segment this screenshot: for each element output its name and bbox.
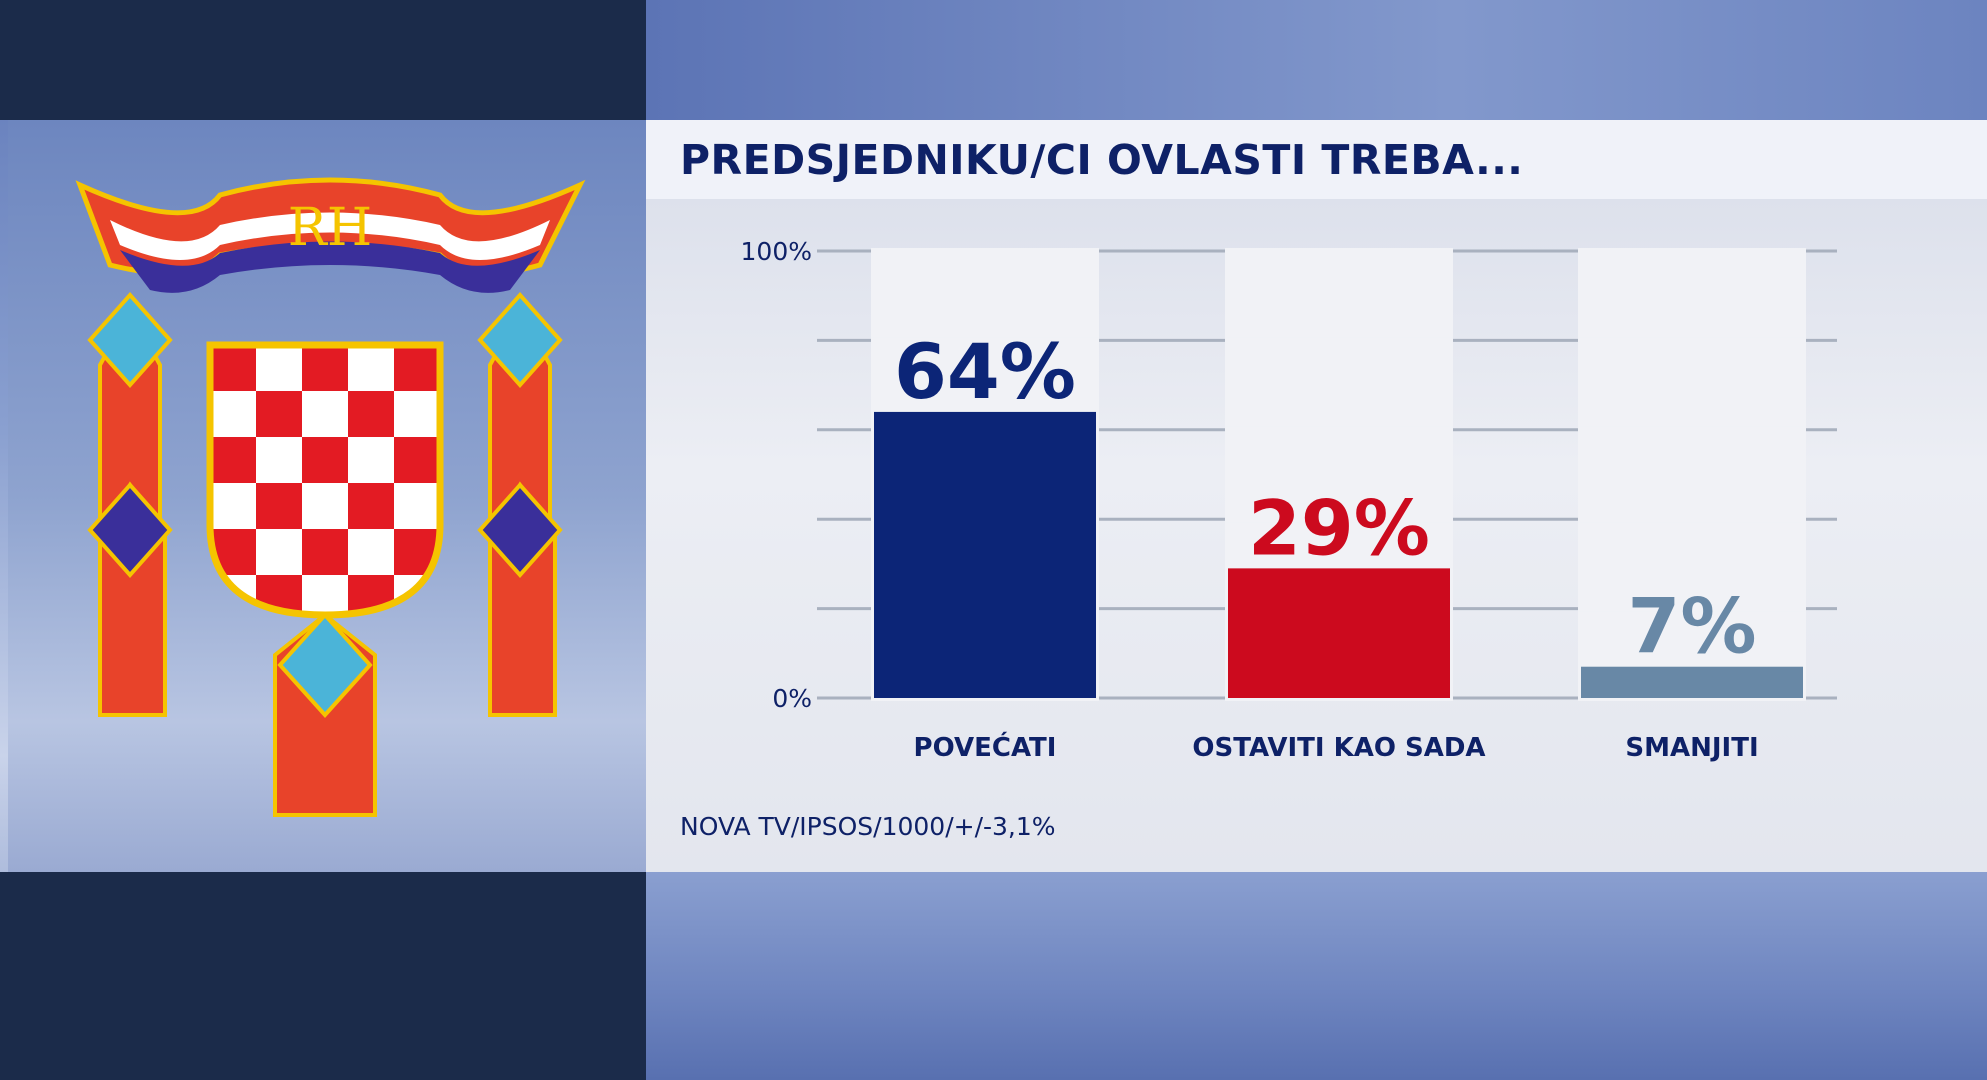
bar-1 xyxy=(874,411,1096,698)
gridline-gap xyxy=(1225,426,1453,433)
gridline-gap xyxy=(1578,516,1806,523)
data-label: 29% xyxy=(1248,483,1430,572)
crest-rh-text: RH xyxy=(288,198,373,258)
coat-of-arms-logo: RH xyxy=(75,177,586,817)
category-label: SMANJITI xyxy=(1625,733,1758,763)
gridline-gap xyxy=(1225,248,1453,254)
y-tick-label: 100% xyxy=(741,237,812,266)
left-top-band xyxy=(0,0,646,120)
gridline-gap xyxy=(1225,337,1453,344)
left-bottom-band xyxy=(0,872,646,1080)
gridline-gap xyxy=(1225,516,1453,523)
gridline-gap xyxy=(871,248,1099,254)
title-band xyxy=(646,120,1987,199)
source-note: NOVA TV/IPSOS/1000/+/-3,1% xyxy=(680,812,1056,841)
bar-2 xyxy=(1228,568,1450,698)
gridline-gap xyxy=(1578,337,1806,344)
category-label: OSTAVITI KAO SADA xyxy=(1192,733,1485,763)
category-label: POVEĆATI xyxy=(914,731,1057,763)
gridline-gap xyxy=(1578,426,1806,433)
data-label: 7% xyxy=(1627,582,1756,671)
checkerboard-shield xyxy=(206,341,444,619)
y-tick-label: 0% xyxy=(772,684,812,713)
background-bottom xyxy=(646,872,1987,1080)
chart-title: PREDSJEDNIKU/CI OVLASTI TREBA... xyxy=(680,136,1524,184)
bar-track xyxy=(1578,251,1806,698)
bar-3 xyxy=(1581,666,1803,698)
background-top xyxy=(646,0,1987,120)
gridline-gap xyxy=(1578,605,1806,612)
data-label: 64% xyxy=(894,327,1076,416)
gridline-gap xyxy=(1578,248,1806,254)
gridline-gap xyxy=(871,337,1099,344)
